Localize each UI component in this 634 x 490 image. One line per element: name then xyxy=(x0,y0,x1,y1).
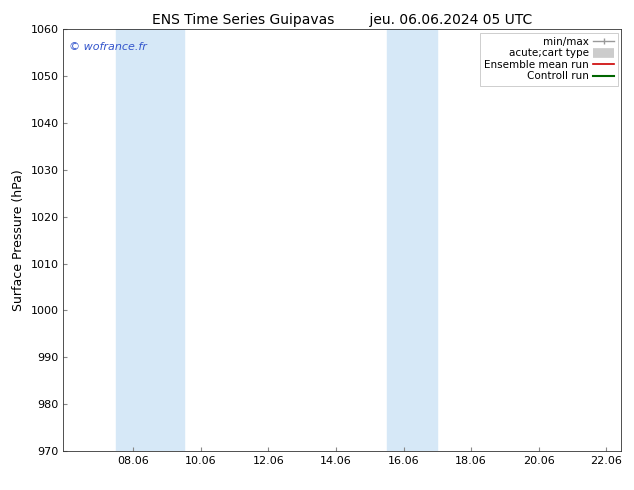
Title: ENS Time Series Guipavas        jeu. 06.06.2024 05 UTC: ENS Time Series Guipavas jeu. 06.06.2024… xyxy=(152,13,533,27)
Y-axis label: Surface Pressure (hPa): Surface Pressure (hPa) xyxy=(12,169,25,311)
Legend: min/max, acute;cart type, Ensemble mean run, Controll run: min/max, acute;cart type, Ensemble mean … xyxy=(480,32,618,86)
Bar xyxy=(387,29,437,451)
Text: © wofrance.fr: © wofrance.fr xyxy=(69,42,147,52)
Bar xyxy=(116,29,184,451)
